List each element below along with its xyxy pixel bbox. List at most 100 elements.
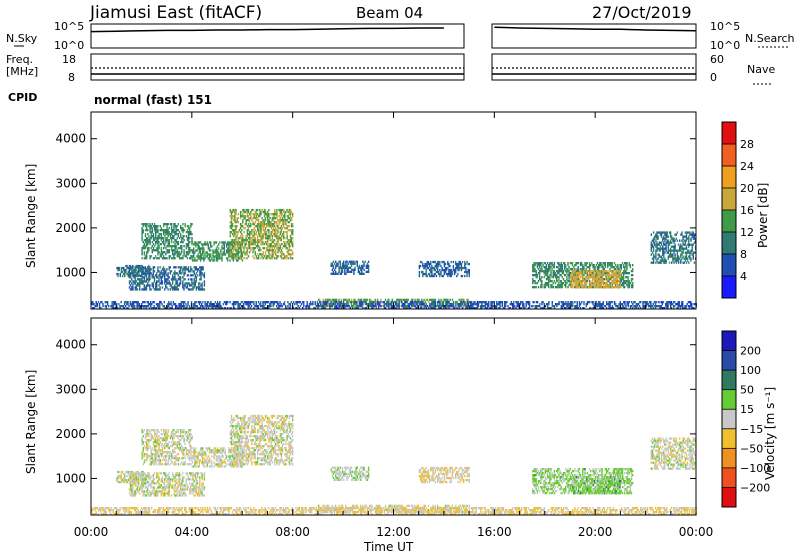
echo-cell — [314, 303, 316, 306]
echo-cell — [551, 262, 553, 265]
echo-cell — [236, 255, 238, 258]
echo-cell — [379, 304, 381, 308]
echo-cell — [263, 301, 265, 304]
echo-cell — [477, 305, 480, 308]
echo-cell — [227, 301, 229, 304]
echo-cell — [117, 307, 119, 310]
echo-cell — [281, 217, 284, 220]
echo-cell — [281, 251, 284, 254]
echo-cell — [330, 305, 332, 308]
echo-cell — [676, 259, 679, 262]
echo-cell — [285, 210, 287, 214]
echo-cell — [246, 213, 249, 216]
echo-cell — [244, 307, 246, 310]
echo-cell — [194, 280, 196, 283]
echo-cell — [172, 235, 174, 238]
echo-cell — [681, 233, 683, 236]
echo-cell — [182, 237, 184, 240]
echo-cell — [458, 307, 460, 310]
echo-cell — [127, 270, 129, 274]
echo-cell — [174, 286, 176, 289]
echo-cell — [125, 301, 127, 304]
echo-cell — [207, 253, 210, 256]
echo-cell — [247, 241, 250, 244]
echo-cell — [600, 262, 602, 265]
echo-cell — [187, 303, 189, 306]
echo-cell — [132, 286, 134, 289]
echo-cell — [378, 305, 380, 308]
echo-cell — [484, 303, 486, 306]
echo-cell — [580, 284, 582, 287]
echo-cell — [469, 301, 472, 304]
echo-cell — [679, 249, 681, 252]
echo-cell — [583, 278, 585, 281]
echo-cell — [245, 219, 247, 222]
echo-cell — [516, 303, 518, 306]
echo-cell — [261, 233, 263, 236]
echo-cell — [585, 270, 588, 273]
echo-cell — [195, 301, 197, 304]
echo-cell — [425, 270, 427, 274]
echo-cell — [668, 241, 671, 244]
echo-cell — [273, 247, 276, 250]
echo-cell — [280, 253, 283, 256]
echo-cell — [173, 249, 175, 252]
echo-cell — [347, 300, 349, 304]
echo-cell — [178, 266, 181, 269]
echo-cell — [357, 270, 360, 273]
echo-cell — [155, 225, 157, 228]
echo-cell — [459, 298, 462, 301]
echo-cell — [288, 249, 290, 252]
echo-cell — [168, 257, 170, 260]
echo-cell — [430, 305, 432, 308]
echo-cell — [166, 286, 168, 289]
echo-cell — [234, 231, 236, 234]
echo-cell — [149, 284, 151, 287]
echo-cell — [195, 272, 198, 275]
echo-cell — [102, 305, 104, 308]
echo-cell — [237, 243, 239, 246]
echo-cell — [558, 264, 560, 267]
echo-cell — [139, 266, 141, 269]
echo-cell — [345, 272, 347, 275]
echo-cell — [597, 274, 599, 277]
echo-cell — [449, 298, 451, 301]
echo-cell — [693, 233, 696, 236]
echo-cell — [574, 270, 576, 273]
echo-cell — [339, 305, 341, 308]
echo-cell — [362, 272, 364, 275]
echo-cell — [254, 210, 256, 214]
echo-cell — [278, 307, 280, 310]
echo-cell — [611, 301, 614, 304]
echo-cell — [383, 305, 386, 308]
echo-cell — [572, 303, 574, 306]
echo-cell — [617, 264, 619, 267]
echo-cell — [583, 307, 585, 310]
echo-cell — [414, 305, 416, 308]
echo-cell — [281, 223, 284, 226]
echo-cell — [203, 280, 206, 283]
echo-cell — [427, 300, 430, 304]
echo-cell — [259, 225, 261, 228]
echo-cell — [463, 301, 465, 304]
echo-cell — [273, 303, 275, 306]
echo-cell — [669, 255, 672, 258]
echo-cell — [591, 301, 593, 304]
echo-cell — [279, 245, 281, 248]
echo-cell — [586, 280, 588, 283]
echo-cell — [476, 305, 479, 308]
echo-cell — [681, 245, 683, 248]
echo-cell — [403, 304, 405, 308]
echo-cell — [541, 280, 543, 283]
echo-cell — [576, 274, 578, 277]
echo-cell — [245, 247, 247, 250]
echo-cell — [285, 231, 287, 234]
echo-cell — [366, 302, 369, 306]
echo-cell — [252, 301, 254, 304]
echo-cell — [214, 251, 216, 254]
cpid-value: normal (fast) 151 — [94, 93, 212, 107]
echo-cell — [155, 241, 157, 244]
echo-cell — [689, 255, 691, 258]
echo-cell — [184, 301, 186, 304]
echo-cell — [669, 253, 672, 256]
